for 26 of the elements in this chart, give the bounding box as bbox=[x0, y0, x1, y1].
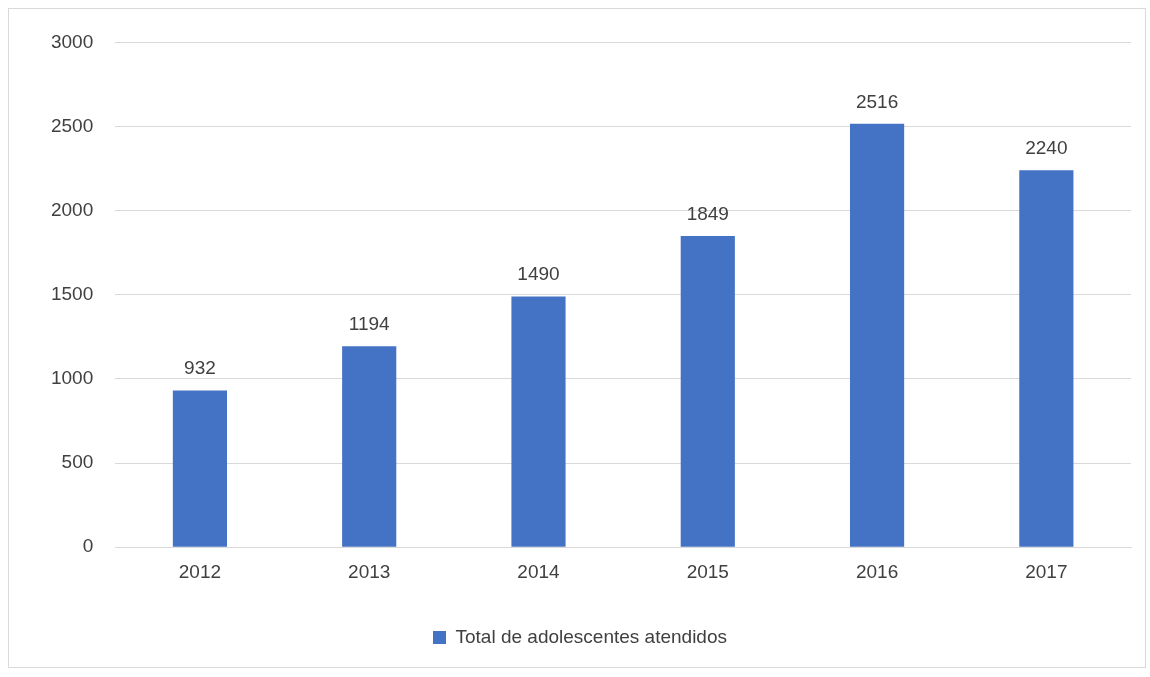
bar bbox=[849, 123, 905, 547]
bar bbox=[172, 390, 227, 547]
bar bbox=[680, 236, 735, 547]
data-label: 1490 bbox=[517, 263, 560, 285]
y-tick-label: 1500 bbox=[50, 283, 94, 305]
x-tick-label: 2013 bbox=[348, 560, 391, 582]
x-tick-label: 2012 bbox=[178, 560, 222, 582]
y-tick-label: 500 bbox=[61, 451, 94, 473]
data-label: 2240 bbox=[1025, 137, 1068, 159]
data-label: 2516 bbox=[855, 90, 899, 112]
bar bbox=[1019, 170, 1074, 547]
bar bbox=[511, 296, 566, 547]
y-tick-label: 0 bbox=[82, 535, 94, 557]
y-tick-label: 2000 bbox=[50, 198, 94, 220]
y-tick-label: 1000 bbox=[50, 367, 94, 389]
bar bbox=[342, 346, 397, 547]
data-label: 932 bbox=[184, 357, 216, 379]
y-tick-label: 3000 bbox=[50, 30, 94, 52]
x-tick-label: 2015 bbox=[686, 560, 729, 582]
x-tick-label: 2017 bbox=[1025, 560, 1068, 582]
x-tick-label: 2014 bbox=[517, 560, 561, 582]
legend-label: Total de adolescentes atendidos bbox=[455, 625, 727, 647]
x-tick-label: 2016 bbox=[855, 560, 899, 582]
data-label: 1194 bbox=[348, 313, 391, 335]
data-label: 1849 bbox=[686, 202, 729, 224]
y-tick-label: 2500 bbox=[50, 114, 94, 136]
